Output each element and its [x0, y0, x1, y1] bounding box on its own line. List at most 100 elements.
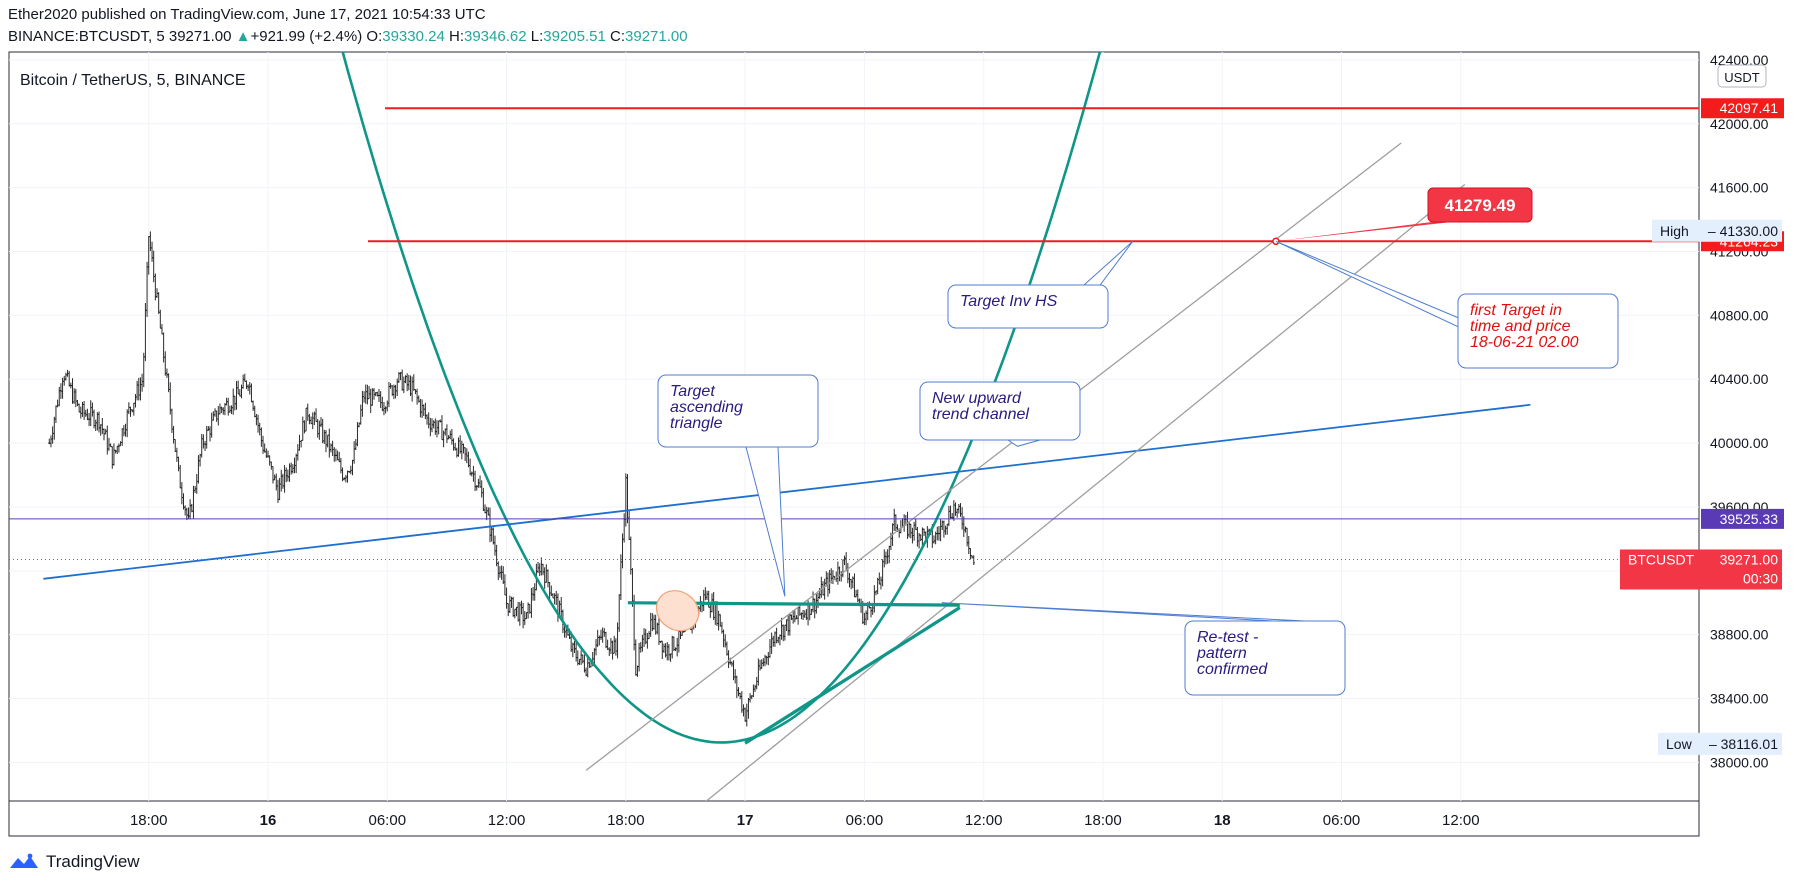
target-flag-pointer — [1275, 220, 1470, 242]
target-price-label: 41279.49 — [1445, 196, 1516, 215]
price-tag-39525.33: 39525.33 — [1701, 508, 1784, 529]
blue-trend-line — [43, 403, 1531, 580]
candles — [48, 231, 975, 727]
callout-box — [947, 284, 1109, 329]
currency-badge: USDT — [1717, 64, 1767, 88]
current-price-box — [1620, 549, 1782, 590]
grid — [9, 52, 1699, 801]
symbol-label[interactable]: BINANCE:BTCUSDT, 5 — [8, 28, 165, 45]
callout-text: first Target in — [1470, 302, 1562, 319]
high-marker: High – 41330.00 — [1652, 219, 1782, 242]
axis-tags: USDT42097.4141264.2339525.33BTCUSDT39271… — [1620, 64, 1784, 755]
change-value: +921.99 (+2.4%) — [250, 28, 363, 45]
y-tick-label: 38000.00 — [1710, 754, 1769, 770]
current-price-countdown: 00:30 — [1743, 570, 1778, 586]
y-tick-label: 40400.00 — [1710, 371, 1769, 387]
high-label: H: — [449, 28, 464, 45]
price-tag-label: 42097.41 — [1720, 100, 1779, 116]
x-tick-label: 06:00 — [1323, 812, 1361, 829]
callout-pointer — [941, 602, 1306, 622]
low-label: L: — [530, 28, 544, 45]
x-tick-label: 18:00 — [130, 812, 168, 829]
last-price: 39271.00 — [168, 28, 232, 45]
low-marker: Low – 38116.01 — [1658, 732, 1782, 755]
x-tick-label: 18 — [1214, 812, 1231, 829]
callout-text: Target Inv HS — [960, 293, 1058, 310]
low-marker-text: Low — [1666, 736, 1693, 752]
open-value: 39330.24 — [382, 28, 445, 45]
callout-text: New upward — [932, 390, 1022, 407]
parabola-curve — [341, 52, 1102, 744]
publish-line: Ether2020 published on TradingView.com, … — [8, 6, 486, 23]
price-tag-label: 39525.33 — [1720, 511, 1779, 527]
y-tick-label: 40800.00 — [1710, 307, 1769, 323]
target-price-flag: 41279.49 — [1275, 187, 1533, 242]
y-tick-label: 38400.00 — [1710, 691, 1769, 707]
symbol-line: BINANCE:BTCUSDT, 5 39271.00 ▲+921.99 (+2… — [8, 28, 688, 45]
y-tick-label: 42400.00 — [1710, 52, 1769, 68]
low-value: 39205.51 — [543, 28, 606, 45]
time-axis[interactable]: 18:00 16 06:00 12:00 18:00 17 06:00 12:00 18:00 1… — [130, 812, 1480, 829]
change-arrow-icon: ▲ — [235, 28, 251, 45]
price-tag-42097.41: 42097.41 — [1701, 98, 1784, 119]
callout-box — [657, 374, 819, 448]
callout-box — [1184, 620, 1346, 696]
current-price-tag: BTCUSDT 39271.00 00:30 — [1620, 549, 1782, 590]
tradingview-logo-icon — [10, 853, 38, 868]
highlight-ellipse — [655, 590, 700, 632]
y-tick-label: 42000.00 — [1710, 116, 1769, 132]
target-flag-box — [1427, 187, 1533, 223]
callout-box — [919, 381, 1081, 441]
open-label: O: — [366, 28, 383, 45]
x-tick-label: 17 — [737, 812, 754, 829]
price-tag-box — [1701, 508, 1784, 529]
x-tick-label: 06:00 — [369, 812, 407, 829]
callout-text: triangle — [670, 415, 723, 432]
x-tick-label: 18:00 — [1084, 812, 1122, 829]
current-price-value: 39271.00 — [1720, 551, 1779, 567]
current-price-symbol: BTCUSDT — [1628, 551, 1695, 567]
chart-title: Bitcoin / TetherUS, 5, BINANCE — [20, 72, 246, 89]
currency-badge-box — [1717, 64, 1767, 88]
callout-text: confirmed — [1197, 661, 1268, 678]
price-axis[interactable]: 38000.0038400.0038800.0039200.0039600.00… — [1710, 52, 1769, 770]
high-marker-box — [1652, 219, 1782, 242]
channel-upper-line — [585, 142, 1402, 771]
y-tick-label: 40000.00 — [1710, 435, 1769, 451]
price-tag-box — [1701, 98, 1784, 119]
callout-box — [1457, 293, 1619, 369]
y-tick-label: 38800.00 — [1710, 627, 1769, 643]
callout-text: Target — [670, 383, 715, 400]
drawings[interactable] — [9, 0, 1699, 834]
callout-text: ascending — [670, 399, 743, 416]
x-tick-label: 16 — [260, 812, 277, 829]
drawing-layer — [9, 52, 1699, 801]
close-label: C: — [610, 28, 626, 45]
x-tick-label: 06:00 — [846, 812, 884, 829]
tradingview-brand[interactable]: TradingView — [8, 852, 140, 872]
callout-text: trend channel — [932, 406, 1029, 423]
callout-pointer — [745, 446, 786, 597]
plot-frame — [8, 51, 1700, 837]
triangle-bottom-line — [744, 606, 961, 745]
callout-pointer — [1007, 439, 1041, 447]
callout-text: pattern — [1196, 645, 1247, 662]
callout-text: time and price — [1470, 318, 1571, 335]
high-marker-value: – 41330.00 — [1708, 223, 1778, 239]
callout-target-inv-hs: Target Inv HS — [947, 240, 1134, 329]
x-tick-label: 18:00 — [607, 812, 645, 829]
x-tick-label: 12:00 — [1442, 812, 1480, 829]
x-tick-label: 12:00 — [965, 812, 1003, 829]
brand-label: TradingView — [46, 852, 140, 871]
close-value: 39271.00 — [625, 28, 688, 45]
callout-text: Re-test - — [1197, 629, 1258, 646]
channel-lower-line — [705, 183, 1466, 801]
currency-label: USDT — [1724, 70, 1759, 85]
low-marker-box — [1658, 732, 1782, 755]
